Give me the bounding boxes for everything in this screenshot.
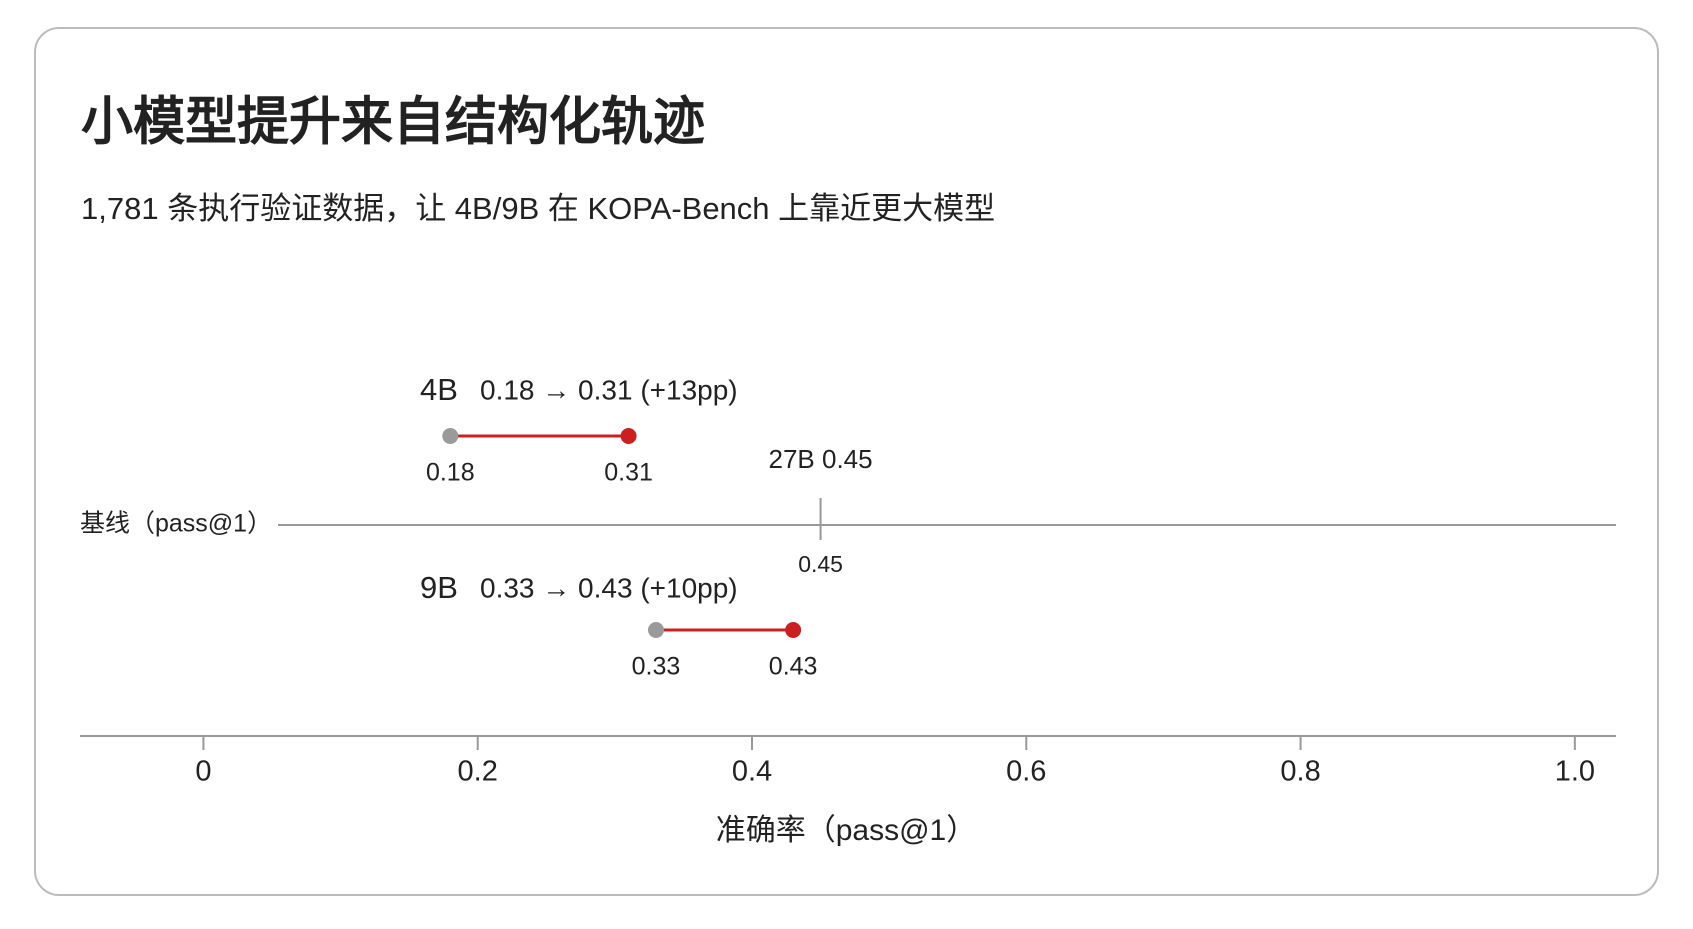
card: [34, 27, 1659, 896]
x-tick-label: 1.0: [1555, 756, 1595, 788]
x-tick-label: 0.4: [732, 756, 772, 788]
start-dot: [442, 428, 459, 444]
start-dot: [648, 622, 664, 638]
start-value-label: 0.18: [426, 459, 475, 487]
row-annotation: 0.18 → 0.31 (+13pp): [480, 374, 738, 405]
row-label: 4B: [420, 372, 458, 407]
end-dot: [785, 622, 802, 638]
chart-title: 小模型提升来自结构化轨迹: [81, 94, 705, 152]
reference-value-label: 0.45: [798, 551, 843, 577]
end-value-label: 0.43: [769, 653, 818, 681]
x-axis-title: 准确率（pass@1）: [716, 814, 977, 847]
x-tick-label: 0.8: [1280, 756, 1320, 788]
baseline-label: 基线（pass@1）: [80, 510, 272, 538]
reference-label: 27B 0.45: [769, 444, 873, 474]
x-tick-label: 0.6: [1006, 756, 1046, 788]
row-label: 9B: [420, 570, 458, 605]
x-tick-label: 0: [195, 756, 211, 788]
x-tick-label: 0.2: [458, 756, 498, 788]
row-annotation: 0.33 → 0.43 (+10pp): [480, 572, 738, 603]
chart-subtitle: 1,781 条执行验证数据，让 4B/9B 在 KOPA-Bench 上靠近更大…: [81, 191, 995, 226]
end-dot: [620, 428, 637, 444]
end-value-label: 0.31: [604, 459, 653, 487]
start-value-label: 0.33: [632, 653, 681, 681]
